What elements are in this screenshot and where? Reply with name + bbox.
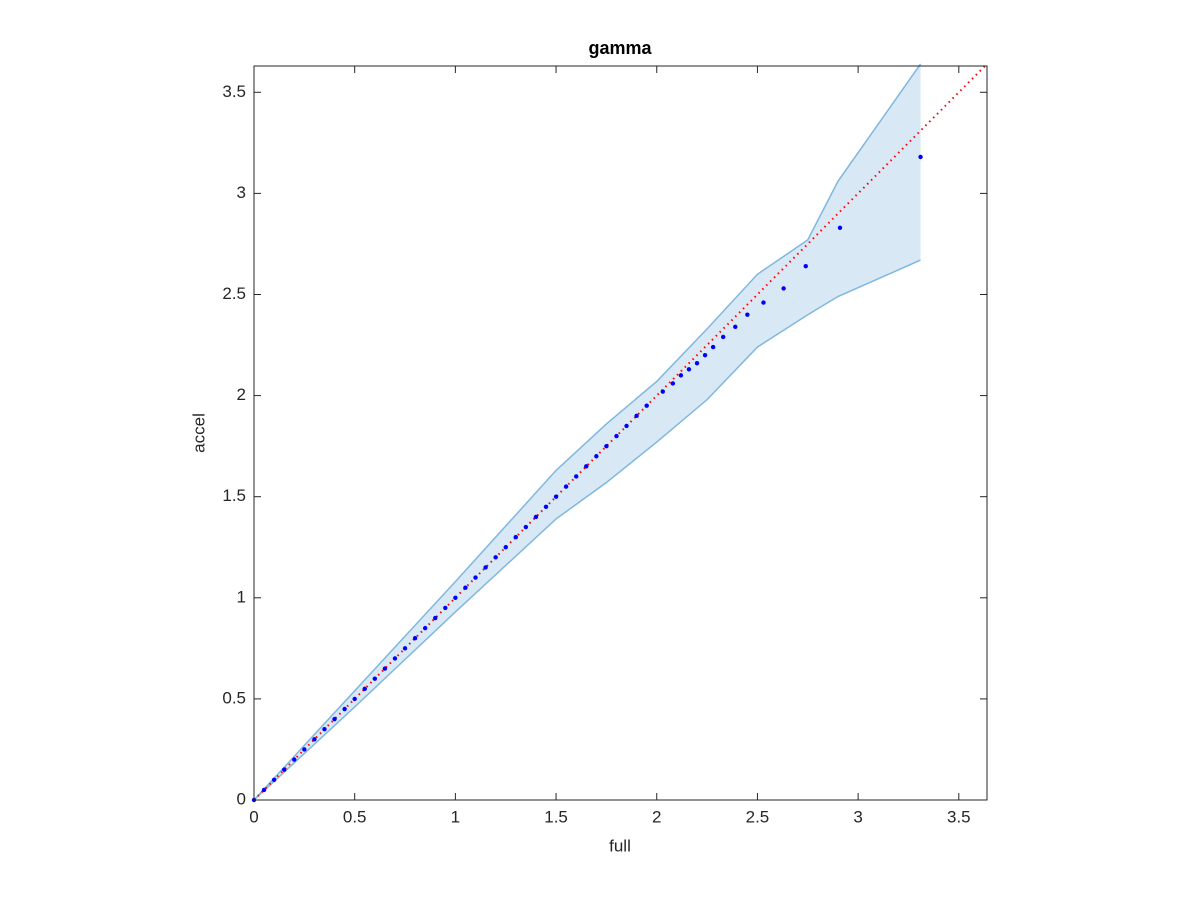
qq-point bbox=[745, 312, 750, 317]
chart-title: gamma bbox=[588, 38, 652, 58]
plot-frame bbox=[253, 65, 988, 801]
y-tick-label: 1 bbox=[237, 587, 246, 606]
qq-point bbox=[372, 676, 378, 681]
qq-point bbox=[433, 615, 438, 621]
qq-point bbox=[604, 443, 609, 449]
qq-point bbox=[382, 666, 388, 671]
y-tick-label: 0.5 bbox=[222, 688, 246, 707]
y-tick-label: 2.5 bbox=[222, 284, 246, 303]
qq-point bbox=[721, 334, 726, 340]
qq-point bbox=[803, 263, 808, 269]
x-axis-label: full bbox=[609, 836, 631, 855]
qq-point bbox=[523, 524, 529, 530]
confidence-band bbox=[254, 63, 921, 800]
x-tick-label: 3 bbox=[853, 807, 862, 826]
qq-point bbox=[302, 747, 307, 752]
x-tick-label: 1.5 bbox=[544, 807, 568, 826]
qq-point bbox=[322, 727, 327, 732]
qq-point bbox=[781, 286, 786, 291]
qq-point bbox=[463, 585, 468, 590]
qq-point bbox=[342, 706, 347, 712]
qq-point bbox=[644, 403, 649, 408]
qq-point bbox=[553, 494, 559, 499]
qq-point bbox=[261, 787, 267, 793]
qq-point bbox=[761, 300, 766, 305]
qq-point bbox=[533, 514, 539, 520]
qq-point bbox=[584, 464, 589, 469]
band-upper bbox=[253, 63, 922, 801]
qq-point bbox=[282, 767, 287, 772]
qq-point bbox=[292, 757, 297, 762]
qq-point bbox=[483, 565, 488, 570]
x-tick-label: 2.5 bbox=[746, 807, 770, 826]
qq-point bbox=[312, 737, 317, 742]
qq-point bbox=[686, 367, 692, 372]
qq-point bbox=[563, 484, 569, 489]
y-tick-label: 0 bbox=[237, 789, 246, 808]
qq-point bbox=[837, 225, 843, 230]
y-axis-label: accel bbox=[189, 413, 208, 453]
qq-point bbox=[493, 555, 498, 560]
qq-point bbox=[422, 625, 428, 631]
qq-point bbox=[918, 154, 923, 160]
qq-point bbox=[332, 716, 337, 722]
x-tick-label: 0.5 bbox=[343, 807, 367, 826]
qq-point bbox=[670, 381, 676, 386]
qq-point bbox=[443, 605, 448, 611]
qq-point bbox=[710, 344, 716, 350]
y-tick-label: 3.5 bbox=[222, 82, 246, 101]
x-tick-label: 3.5 bbox=[947, 807, 971, 826]
qq-point bbox=[624, 423, 629, 429]
qq-point bbox=[543, 504, 549, 510]
qq-point bbox=[271, 777, 277, 782]
qq-point bbox=[453, 595, 458, 600]
qq-point bbox=[694, 361, 700, 366]
qq-point bbox=[362, 686, 367, 691]
qq-point bbox=[678, 373, 684, 378]
qq-point bbox=[702, 352, 708, 358]
qq-point bbox=[473, 575, 478, 580]
qq-point bbox=[513, 534, 518, 540]
qq-point bbox=[412, 636, 418, 641]
band-lower bbox=[253, 259, 921, 801]
qq-point bbox=[392, 656, 398, 661]
qq-point bbox=[503, 545, 508, 550]
qq-point bbox=[594, 454, 599, 459]
qq-point bbox=[573, 474, 579, 479]
qq-point bbox=[614, 433, 619, 439]
qq-point bbox=[660, 389, 665, 394]
qq-point bbox=[634, 413, 639, 419]
x-tick-label: 0 bbox=[249, 807, 258, 826]
qq-point bbox=[402, 646, 408, 651]
y-tick-label: 2 bbox=[237, 385, 246, 404]
x-tick-label: 2 bbox=[652, 807, 661, 826]
qq-point bbox=[733, 324, 738, 330]
qq-point bbox=[352, 696, 357, 702]
y-tick-label: 1.5 bbox=[222, 486, 246, 505]
x-tick-label: 1 bbox=[451, 807, 460, 826]
y-tick-label: 3 bbox=[237, 183, 246, 202]
